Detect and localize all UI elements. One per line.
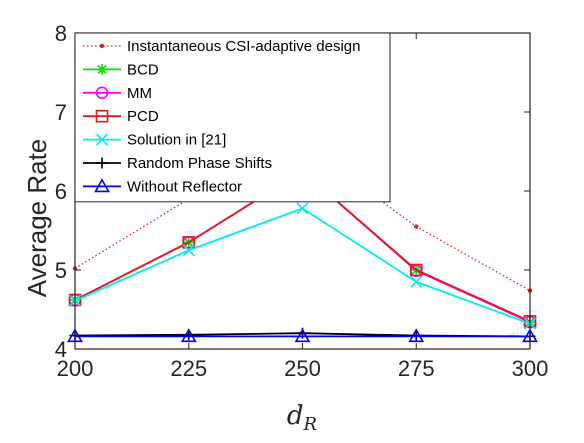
legend: Instantaneous CSI-adaptive design BCD MM PC… bbox=[74, 32, 391, 203]
legend-item-6: Without Reflector bbox=[83, 178, 242, 195]
y-tick-label-0: 4 bbox=[55, 337, 67, 362]
legend-item-1: BCD bbox=[83, 61, 159, 78]
x-tick-label-3: 275 bbox=[398, 356, 435, 381]
y-tick-label-3: 7 bbox=[55, 100, 67, 125]
series-4-point-2 bbox=[296, 202, 309, 215]
legend-label-1: BCD bbox=[127, 61, 159, 78]
legend-item-2: MM bbox=[83, 85, 152, 102]
y-tick-label-4: 8 bbox=[55, 21, 67, 46]
legend-item-0: Instantaneous CSI-adaptive design bbox=[83, 38, 361, 55]
legend-label-3: PCD bbox=[127, 108, 159, 125]
x-axis-label-subscript: R bbox=[303, 414, 318, 435]
legend-marker-1 bbox=[96, 63, 108, 75]
legend-marker-6 bbox=[94, 178, 110, 193]
legend-marker-3 bbox=[95, 109, 109, 123]
series-0-point-3 bbox=[414, 224, 419, 229]
series-4-point-1 bbox=[182, 244, 195, 257]
y-tick-label-1: 5 bbox=[55, 258, 67, 283]
y-tick-label-2: 6 bbox=[55, 179, 67, 204]
series-6-point-1 bbox=[180, 328, 197, 343]
legend-marker-5 bbox=[96, 157, 108, 169]
legend-marker-2 bbox=[95, 86, 109, 100]
series-line-0 bbox=[74, 142, 531, 292]
legend-item-5: Random Phase Shifts bbox=[83, 155, 272, 172]
legend-label-4: Solution in [21] bbox=[127, 132, 226, 149]
legend-label-5: Random Phase Shifts bbox=[127, 155, 272, 172]
series-3-point-1 bbox=[182, 236, 196, 249]
x-tick-label-1: 225 bbox=[170, 356, 207, 381]
series-6-point-3 bbox=[408, 328, 425, 343]
legend-item-4: Solution in [21] bbox=[83, 132, 226, 149]
series-3-point-3 bbox=[409, 263, 423, 277]
y-axis-label: Average Rate bbox=[22, 139, 52, 298]
legend-marker-4 bbox=[95, 133, 109, 146]
legend-label-6: Without Reflector bbox=[127, 178, 242, 195]
series-4-point-3 bbox=[410, 275, 423, 288]
x-tick-label-0: 200 bbox=[57, 356, 94, 381]
x-tick-label-2: 250 bbox=[284, 356, 321, 381]
legend-item-3: PCD bbox=[83, 108, 159, 125]
series-6-point-2 bbox=[294, 328, 311, 343]
legend-box bbox=[74, 32, 391, 203]
legend-label-0: Instantaneous CSI-adaptive design bbox=[127, 38, 361, 55]
x-axis-label: dR bbox=[287, 401, 317, 435]
x-axis-label-main: d bbox=[287, 401, 304, 431]
x-tick-label-4: 300 bbox=[512, 356, 549, 381]
legend-marker-0 bbox=[99, 43, 105, 49]
legend-label-2: MM bbox=[127, 85, 152, 102]
